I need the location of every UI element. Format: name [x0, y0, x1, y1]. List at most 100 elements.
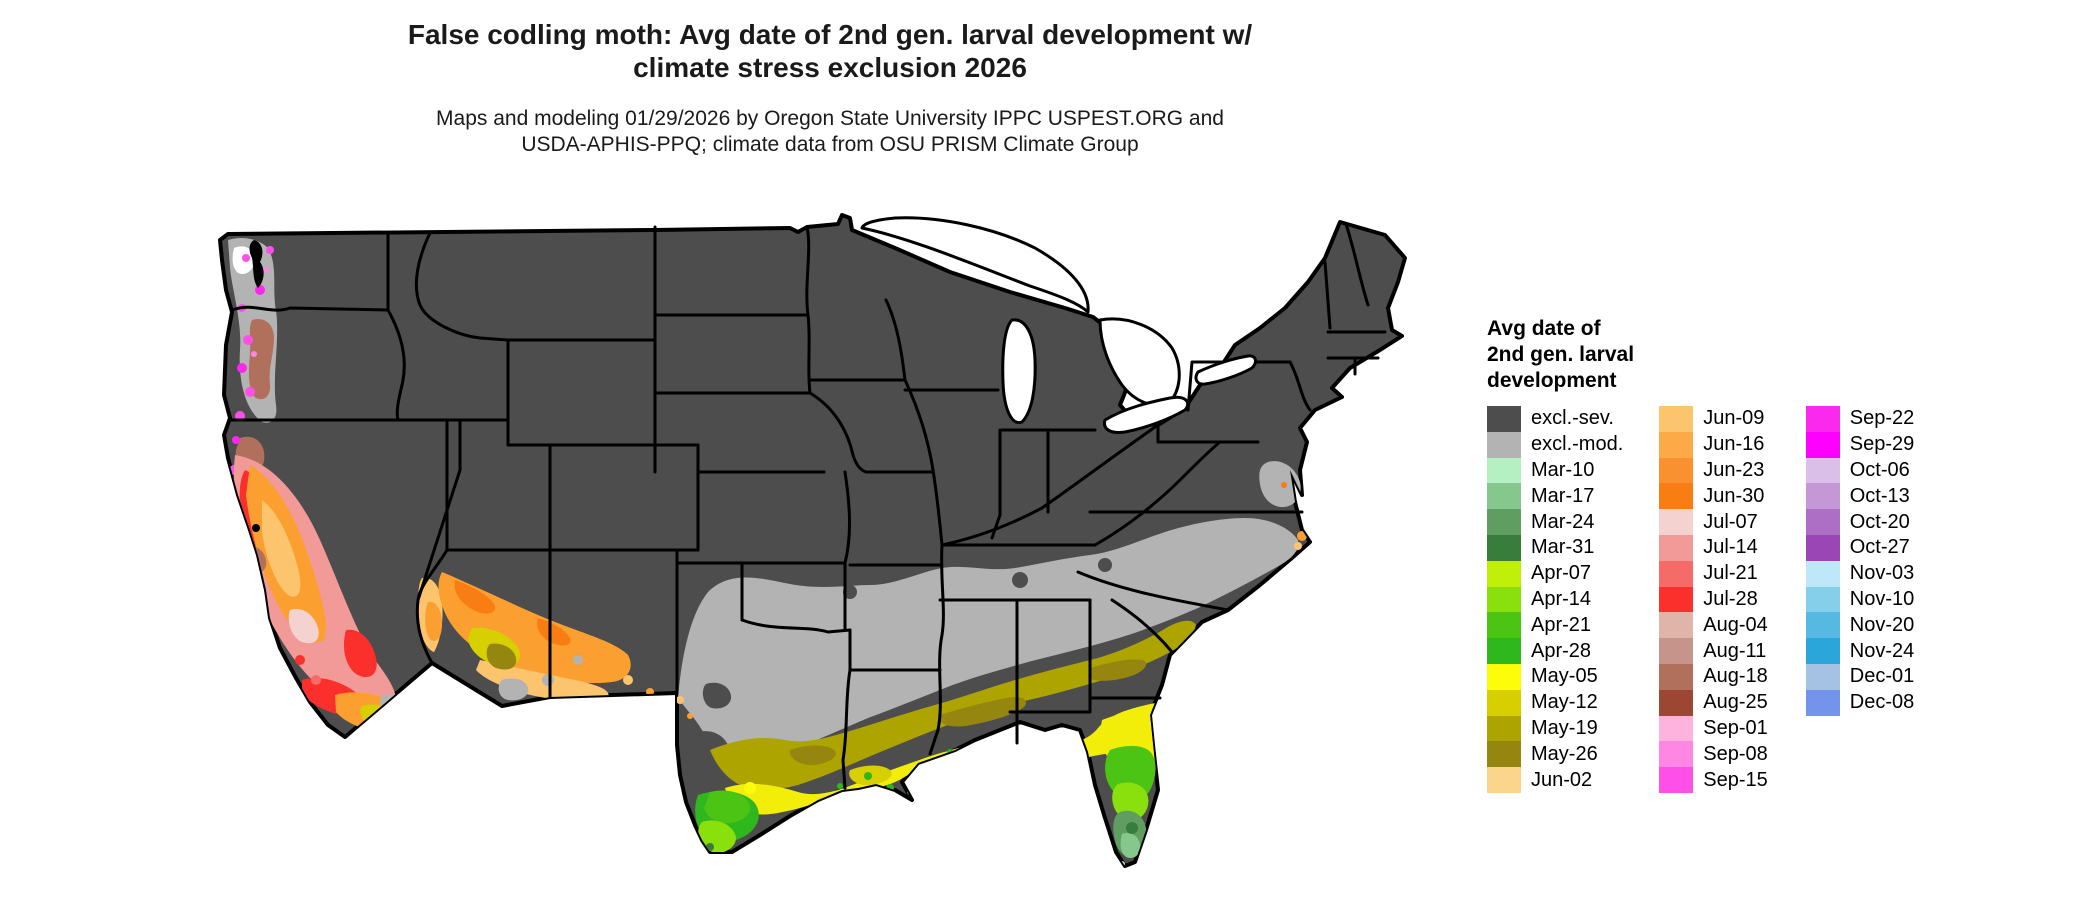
legend-label: Sep-22	[1849, 407, 1915, 430]
lake-ontario	[1194, 354, 1257, 386]
map-region-south-texas	[695, 782, 759, 853]
legend-label: Apr-21	[1531, 613, 1592, 636]
map-region-arizona	[438, 572, 693, 719]
legend-swatch	[1659, 612, 1694, 639]
legend-item: Jul-07	[1659, 509, 1768, 535]
legend-item: Oct-06	[1805, 457, 1915, 484]
map-subtitle-line1: Maps and modeling 01/29/2026 by Oregon S…	[436, 107, 1224, 130]
legend-label: Nov-24	[1849, 639, 1915, 662]
legend-label: Oct-20	[1849, 510, 1910, 533]
legend-swatch	[1659, 638, 1694, 664]
legend-swatch	[1487, 767, 1521, 793]
legend-swatch	[1805, 663, 1840, 690]
legend-label: Jun-16	[1703, 433, 1765, 456]
us-choropleth-map	[150, 140, 1440, 892]
legend-item: Dec-01	[1805, 663, 1915, 690]
legend-item: Oct-13	[1805, 483, 1915, 510]
legend-label: excl.-sev.	[1531, 407, 1614, 430]
legend-swatch	[1659, 406, 1694, 432]
coastal-waters	[249, 240, 264, 532]
legend-label: Mar-24	[1531, 510, 1595, 533]
legend-swatch	[1659, 560, 1694, 587]
legend-label: Jul-21	[1703, 562, 1758, 585]
legend-label: Sep-08	[1703, 742, 1768, 765]
legend-item: Jun-09	[1659, 406, 1768, 432]
legend-label: Mar-31	[1531, 536, 1595, 559]
legend-label: Mar-17	[1531, 484, 1595, 507]
map-title-line1: False codling moth: Avg date of 2nd gen.…	[407, 19, 1253, 50]
legend-label: May-12	[1531, 691, 1598, 714]
legend-item: Sep-15	[1659, 767, 1768, 793]
legend-column-3: Sep-22 Sep-29 Oct-06 Oct-13 Oct-20 Oct-27 Nov-…	[1805, 406, 1915, 793]
legend-label: Nov-20	[1849, 613, 1915, 636]
legend-swatch	[1659, 741, 1694, 768]
legend-swatch	[1487, 560, 1521, 587]
legend-swatch	[1487, 689, 1521, 716]
legend-item: Jul-28	[1659, 586, 1768, 613]
legend-swatch	[1805, 457, 1840, 484]
map-subtitle-line2: USDA-APHIS-PPQ; climate data from OSU PR…	[521, 133, 1139, 156]
sf-bay	[252, 524, 260, 532]
legend-swatch	[1805, 483, 1840, 510]
legend-swatch	[1805, 689, 1840, 716]
legend-swatch	[1659, 457, 1694, 484]
legend-item: Jun-23	[1659, 457, 1768, 484]
legend-item: Dec-08	[1805, 689, 1915, 716]
legend-item: Oct-27	[1805, 534, 1915, 561]
legend-item: Apr-07	[1487, 560, 1623, 587]
state-borders	[228, 222, 1387, 790]
legend-label: Aug-25	[1703, 691, 1768, 714]
legend-swatch	[1659, 534, 1694, 561]
legend-title: Avg date of 2nd gen. larval development	[1487, 317, 1635, 392]
legend-swatch	[1487, 457, 1521, 484]
legend-swatch	[1487, 612, 1521, 639]
legend-label: Aug-04	[1703, 613, 1768, 636]
legend-item: excl.-mod.	[1487, 431, 1623, 458]
legend-label: Aug-11	[1703, 639, 1767, 662]
legend-item: Aug-11	[1659, 638, 1768, 664]
legend-item: Aug-25	[1659, 689, 1768, 716]
legend-item: Aug-04	[1659, 612, 1768, 639]
legend-item: Mar-31	[1487, 534, 1623, 561]
legend-item: Nov-24	[1805, 638, 1915, 664]
legend-label: Sep-29	[1849, 433, 1915, 456]
legend-label: Aug-18	[1703, 665, 1768, 688]
legend-label: Oct-13	[1849, 484, 1910, 507]
legend-swatch	[1805, 586, 1840, 613]
us-map-svg	[218, 213, 1407, 868]
legend-swatch	[1659, 586, 1694, 613]
legend-item: excl.-sev.	[1487, 406, 1623, 432]
legend-label: Apr-14	[1531, 587, 1592, 610]
legend-swatch	[1487, 431, 1521, 458]
legend-item: May-05	[1487, 663, 1623, 690]
legend-label: Sep-15	[1703, 768, 1768, 791]
legend-item: Jul-14	[1659, 534, 1768, 561]
legend-item: Oct-20	[1805, 509, 1915, 535]
legend-item: Jun-02	[1487, 767, 1623, 793]
legend-swatch	[1805, 638, 1840, 664]
legend-swatch	[1805, 509, 1840, 535]
legend-label: Apr-07	[1531, 562, 1592, 585]
legend-swatch	[1487, 483, 1521, 510]
map-region-excluded-moderate	[678, 461, 1301, 767]
legend-item: Nov-03	[1805, 560, 1915, 587]
legend-label: Jul-14	[1703, 536, 1758, 559]
legend-label: May-26	[1531, 742, 1598, 765]
title-block: False codling moth: Avg date of 2nd gen.…	[150, 18, 1510, 158]
lake-michigan	[1001, 318, 1037, 425]
legend-label: Oct-06	[1849, 458, 1910, 481]
legend-label: Nov-10	[1849, 587, 1915, 610]
legend-label: Oct-27	[1849, 536, 1910, 559]
legend-swatch	[1487, 741, 1521, 768]
legend-item: Jul-21	[1659, 560, 1768, 587]
legend-label: Dec-08	[1849, 691, 1915, 714]
great-lakes	[860, 216, 1257, 434]
legend-swatch	[1487, 534, 1521, 561]
legend-swatch	[1659, 715, 1694, 742]
legend-label: Jul-07	[1703, 510, 1758, 533]
legend-swatch	[1805, 534, 1840, 561]
legend-item: Mar-17	[1487, 483, 1623, 510]
puget-sound	[249, 240, 264, 288]
legend-swatch	[1805, 431, 1840, 458]
